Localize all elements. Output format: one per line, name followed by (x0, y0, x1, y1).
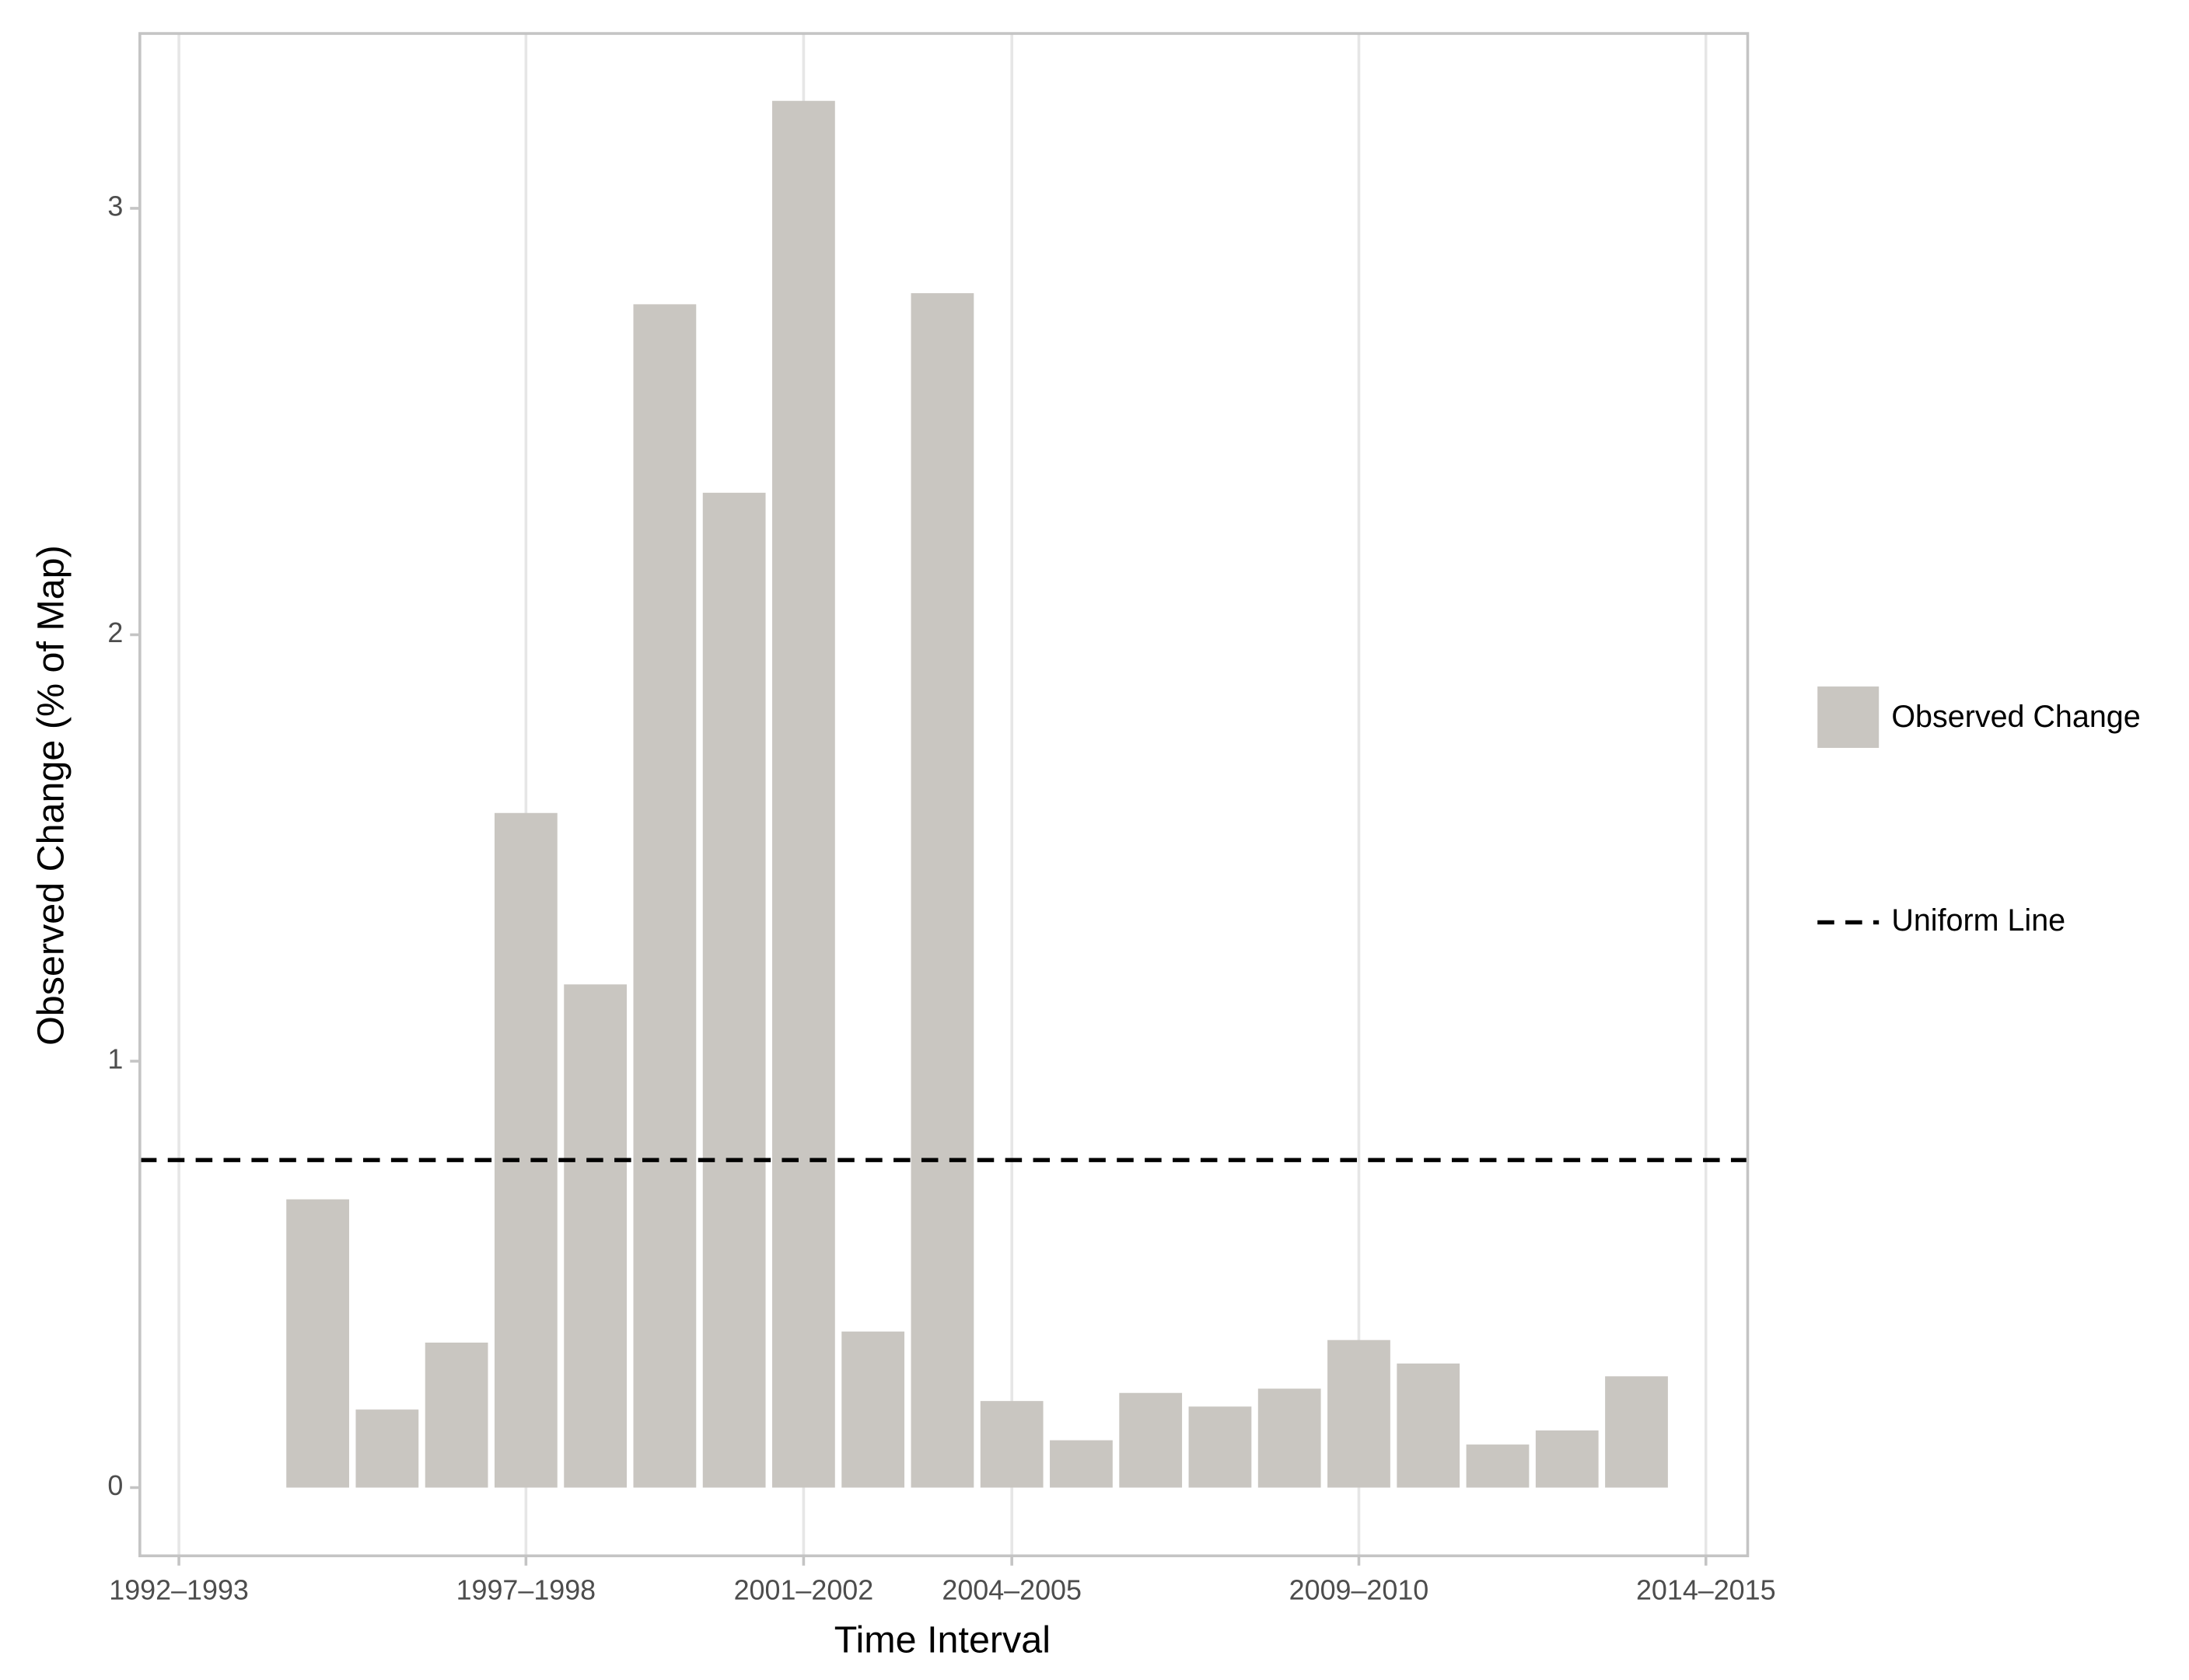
bar (1605, 1376, 1668, 1488)
y-tick-label: 0 (107, 1470, 123, 1501)
y-tick-label: 1 (107, 1043, 123, 1074)
y-tick-label: 2 (107, 617, 123, 648)
y-axis-title: Observed Change (% of Map) (30, 545, 72, 1046)
bar (1188, 1406, 1252, 1488)
bar (841, 1331, 905, 1488)
x-tick-label: 2009–2010 (1289, 1574, 1429, 1605)
bar (1466, 1444, 1530, 1488)
x-tick-label: 2001–2002 (734, 1574, 874, 1605)
x-tick-label: 2004–2005 (942, 1574, 1082, 1605)
x-axis-title: Time Interval (834, 1619, 1051, 1661)
bar (1535, 1430, 1599, 1488)
x-tick-label: 2014–2015 (1636, 1574, 1776, 1605)
bar (1397, 1363, 1460, 1488)
bars (286, 100, 1668, 1488)
bar (286, 1199, 349, 1488)
legend-swatch (1817, 686, 1880, 749)
panel-border (138, 32, 1750, 1558)
x-tick-label: 1992–1993 (109, 1574, 249, 1605)
bar (494, 812, 558, 1488)
bar (772, 100, 835, 1488)
bar (911, 293, 974, 1488)
bar (702, 492, 766, 1488)
x-tick-label: 1997–1998 (456, 1574, 596, 1605)
bar (564, 984, 628, 1488)
bar (1327, 1339, 1390, 1488)
legend-label: Uniform Line (1891, 903, 2065, 938)
bar (1119, 1392, 1183, 1488)
legend-label: Observed Change (1891, 700, 2140, 734)
bar (1050, 1440, 1113, 1488)
bar (1257, 1388, 1321, 1488)
bar (633, 304, 697, 1488)
axes: 0 1 2 3 1992–1993 1997–1998 2001–2002 2004–2005… (107, 190, 1775, 1605)
bar (355, 1409, 419, 1488)
bar (980, 1401, 1044, 1488)
legend: Observed Change Uniform Line (1817, 686, 2141, 938)
y-tick-label: 3 (107, 190, 123, 222)
bar (425, 1343, 488, 1488)
